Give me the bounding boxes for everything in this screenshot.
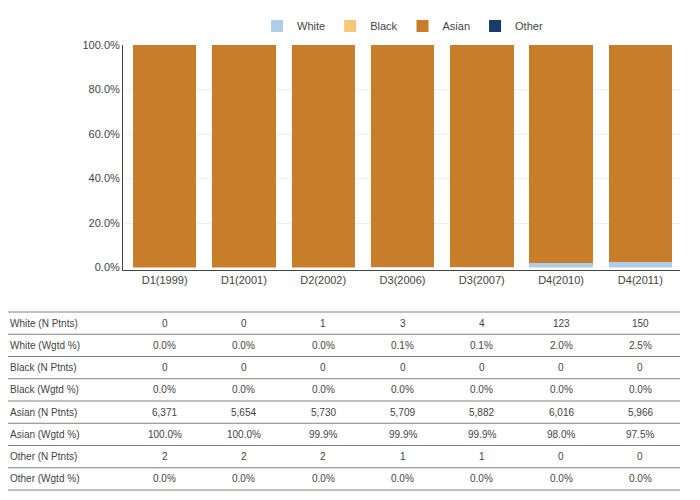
svg-text:80.0%: 80.0% xyxy=(89,83,120,95)
svg-text:0: 0 xyxy=(558,362,564,373)
svg-text:0.0%: 0.0% xyxy=(391,473,414,484)
svg-text:0: 0 xyxy=(637,362,643,373)
svg-text:D2(2002): D2(2002) xyxy=(300,274,346,286)
svg-text:White (N Ptnts): White (N Ptnts) xyxy=(10,318,78,329)
svg-text:2.0%: 2.0% xyxy=(550,340,573,351)
svg-text:2: 2 xyxy=(162,451,168,462)
svg-text:0.1%: 0.1% xyxy=(391,340,414,351)
svg-text:0.0%: 0.0% xyxy=(153,473,176,484)
svg-text:0: 0 xyxy=(241,318,247,329)
svg-text:5,709: 5,709 xyxy=(390,407,415,418)
svg-text:0.0%: 0.0% xyxy=(232,340,255,351)
svg-text:Asian (Wgtd %): Asian (Wgtd %) xyxy=(10,429,79,440)
svg-text:4: 4 xyxy=(479,318,485,329)
svg-text:D4(2010): D4(2010) xyxy=(538,274,584,286)
svg-text:1: 1 xyxy=(320,318,326,329)
svg-text:0.0%: 0.0% xyxy=(312,340,335,351)
svg-text:0.0%: 0.0% xyxy=(470,384,493,395)
svg-text:0.0%: 0.0% xyxy=(95,261,120,273)
svg-text:5,654: 5,654 xyxy=(231,407,256,418)
svg-text:0.0%: 0.0% xyxy=(153,384,176,395)
svg-text:D4(2011): D4(2011) xyxy=(618,274,663,286)
svg-text:Black (N Ptnts): Black (N Ptnts) xyxy=(10,362,77,373)
svg-text:Other: Other xyxy=(515,20,543,32)
svg-text:0: 0 xyxy=(241,362,247,373)
svg-text:0.0%: 0.0% xyxy=(391,384,414,395)
svg-text:0.0%: 0.0% xyxy=(470,473,493,484)
svg-text:D3(2006): D3(2006) xyxy=(380,274,426,286)
svg-text:D1(2001): D1(2001) xyxy=(221,274,267,286)
svg-text:40.0%: 40.0% xyxy=(89,172,120,184)
svg-text:5,882: 5,882 xyxy=(469,407,494,418)
svg-text:0: 0 xyxy=(320,362,326,373)
svg-text:2.5%: 2.5% xyxy=(629,340,652,351)
svg-text:Black (Wgtd %): Black (Wgtd %) xyxy=(10,384,79,395)
svg-text:99.9%: 99.9% xyxy=(309,429,337,440)
svg-text:Asian (N Ptnts): Asian (N Ptnts) xyxy=(10,407,77,418)
svg-text:0.1%: 0.1% xyxy=(470,340,493,351)
svg-text:60.0%: 60.0% xyxy=(89,128,120,140)
svg-text:20.0%: 20.0% xyxy=(89,217,120,229)
svg-text:0.0%: 0.0% xyxy=(312,384,335,395)
svg-text:3: 3 xyxy=(400,318,406,329)
svg-text:100.0%: 100.0% xyxy=(82,39,120,51)
svg-text:Asian: Asian xyxy=(443,20,471,32)
svg-text:0.0%: 0.0% xyxy=(232,384,255,395)
svg-text:Other (N Ptnts): Other (N Ptnts) xyxy=(10,451,77,462)
svg-text:5,730: 5,730 xyxy=(311,407,336,418)
svg-text:2: 2 xyxy=(320,451,326,462)
svg-text:D1(1999): D1(1999) xyxy=(142,274,188,286)
svg-text:0: 0 xyxy=(637,451,643,462)
svg-text:White: White xyxy=(297,20,325,32)
svg-text:White (Wgtd %): White (Wgtd %) xyxy=(10,340,80,351)
svg-text:98.0%: 98.0% xyxy=(547,429,575,440)
svg-text:0: 0 xyxy=(558,451,564,462)
svg-text:0.0%: 0.0% xyxy=(550,384,573,395)
svg-text:123: 123 xyxy=(553,318,570,329)
svg-text:97.5%: 97.5% xyxy=(626,429,654,440)
svg-text:100.0%: 100.0% xyxy=(148,429,182,440)
svg-text:0: 0 xyxy=(162,362,168,373)
svg-text:0: 0 xyxy=(479,362,485,373)
svg-text:1: 1 xyxy=(400,451,406,462)
svg-text:0.0%: 0.0% xyxy=(629,473,652,484)
svg-text:99.9%: 99.9% xyxy=(389,429,417,440)
svg-text:1: 1 xyxy=(479,451,485,462)
svg-text:100.0%: 100.0% xyxy=(227,429,261,440)
svg-text:0.0%: 0.0% xyxy=(232,473,255,484)
svg-text:5,966: 5,966 xyxy=(628,407,653,418)
svg-text:0: 0 xyxy=(400,362,406,373)
svg-text:0.0%: 0.0% xyxy=(629,384,652,395)
svg-text:D3(2007): D3(2007) xyxy=(459,274,505,286)
svg-text:2: 2 xyxy=(241,451,247,462)
svg-text:150: 150 xyxy=(632,318,649,329)
svg-text:0: 0 xyxy=(162,318,168,329)
svg-text:Black: Black xyxy=(370,20,397,32)
svg-text:6,371: 6,371 xyxy=(152,407,177,418)
svg-text:0.0%: 0.0% xyxy=(312,473,335,484)
svg-text:Other (Wgtd %): Other (Wgtd %) xyxy=(10,473,79,484)
svg-text:0.0%: 0.0% xyxy=(153,340,176,351)
svg-text:6,016: 6,016 xyxy=(549,407,574,418)
svg-text:99.9%: 99.9% xyxy=(468,429,496,440)
svg-text:0.0%: 0.0% xyxy=(550,473,573,484)
